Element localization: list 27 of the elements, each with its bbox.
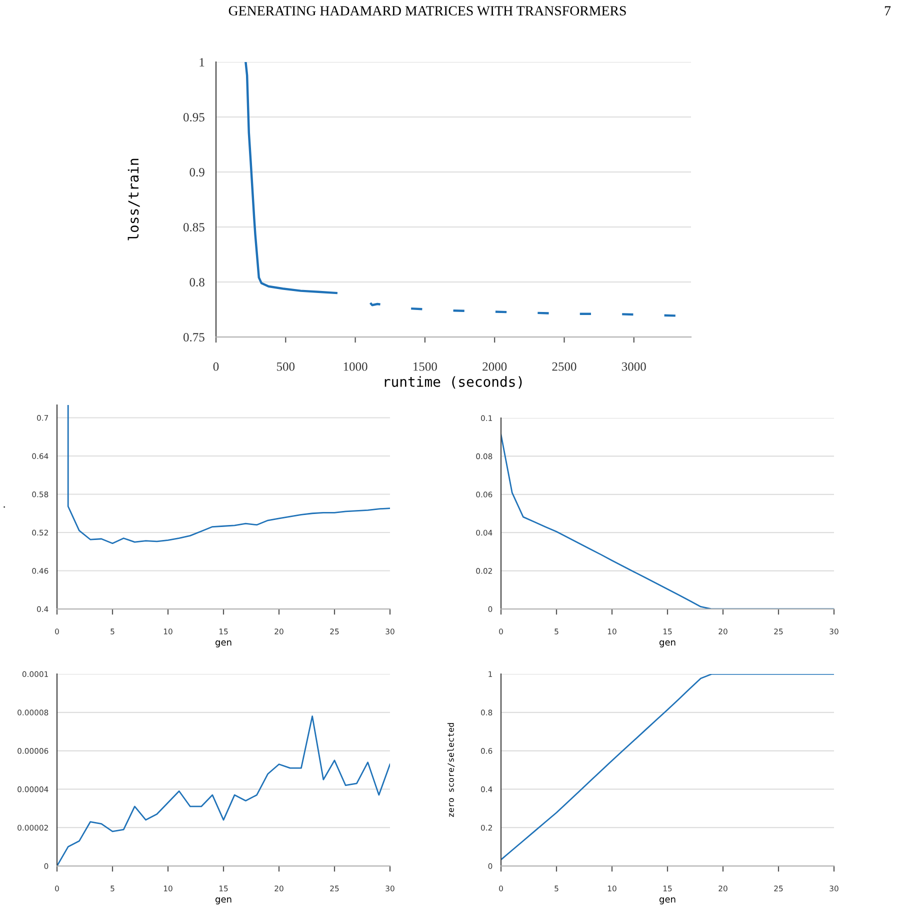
x-tick-label: 500	[277, 362, 295, 371]
y-tick-label: 0.85	[183, 223, 204, 232]
x-axis-title: gen	[215, 640, 232, 648]
x-axis-title: gen	[659, 640, 676, 648]
y-axis-title: .	[4, 506, 5, 508]
y-tick-label: 1	[200, 58, 204, 66]
x-tick-label: 1000	[344, 362, 368, 371]
x-tick-label: 2500	[552, 362, 576, 371]
y-tick-label: 0.8	[190, 278, 204, 287]
y-tick-label: 0.9	[190, 168, 204, 177]
y-tick-label: 0.75	[183, 333, 204, 342]
x-axis-title: gen	[215, 897, 232, 904]
x-tick-label: 0	[213, 362, 219, 371]
x-tick-label: 1500	[414, 362, 437, 371]
x-tick-label: 2000	[482, 362, 507, 371]
x-axis-title: gen	[659, 897, 676, 904]
line-series	[67, 405, 390, 544]
text: GENERATING HADAMARD MATRICES WITH TRANSFORMERS	[228, 6, 626, 16]
y-tick-label: 0.95	[183, 113, 204, 122]
y-axis-title: loss/train	[128, 158, 140, 240]
x-tick-label: 3000	[622, 362, 646, 371]
line-series	[501, 674, 834, 860]
line-series	[57, 716, 390, 866]
line-series	[244, 62, 338, 294]
text: 7	[884, 6, 891, 16]
x-axis-title: runtime (seconds)	[384, 376, 522, 389]
y-axis-title: zero score/selected	[447, 723, 455, 817]
